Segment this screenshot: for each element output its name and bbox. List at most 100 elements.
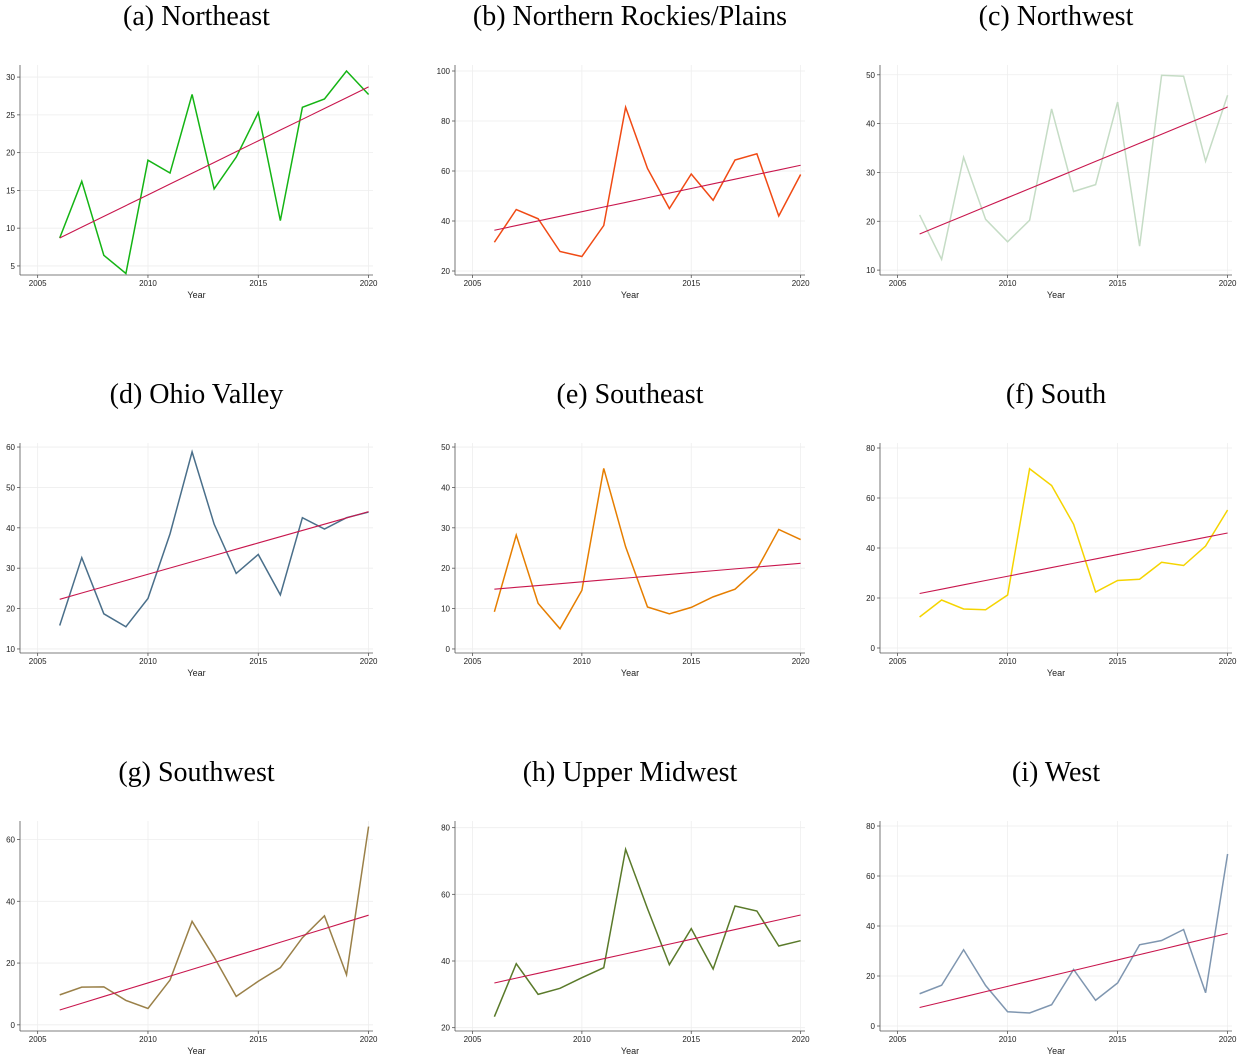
y-tick-label: 15 — [6, 186, 15, 195]
x-axis-label: Year — [1047, 290, 1065, 300]
x-tick-label: 2020 — [360, 657, 378, 666]
x-tick-label: 2015 — [1109, 279, 1127, 288]
y-tick-label: 80 — [441, 117, 450, 126]
x-tick-label: 2010 — [139, 279, 157, 288]
trend-line — [59, 511, 369, 600]
x-tick-label: 2015 — [1109, 1035, 1127, 1044]
trend-line — [919, 532, 1228, 595]
x-axis-label: Year — [621, 1046, 639, 1056]
x-tick-label: 2020 — [360, 1035, 378, 1044]
y-tick-label: 50 — [441, 443, 450, 452]
x-axis-label: Year — [187, 668, 205, 678]
y-tick-label: 10 — [441, 605, 450, 614]
y-tick-label: 60 — [441, 890, 450, 899]
y-tick-label: 30 — [6, 73, 15, 82]
data-line — [493, 846, 801, 1017]
y-tick-label: 0 — [11, 1021, 16, 1030]
y-tick-label: 10 — [866, 266, 875, 275]
data-line — [59, 69, 370, 275]
data-line — [919, 853, 1229, 1014]
x-axis-label: Year — [1047, 1046, 1065, 1056]
y-tick-label: 20 — [6, 149, 15, 158]
chart-title: (i) West — [1012, 757, 1100, 788]
y-tick-label: 80 — [866, 444, 875, 453]
data-line — [58, 449, 369, 628]
y-tick-label: 20 — [441, 1024, 450, 1033]
y-tick-label: 40 — [6, 897, 15, 906]
y-tick-label: 40 — [6, 524, 15, 533]
x-tick-label: 2015 — [682, 279, 700, 288]
trend-line — [494, 914, 801, 984]
x-tick-label: 2020 — [1219, 657, 1237, 666]
x-tick-label: 2010 — [573, 1035, 591, 1044]
y-tick-label: 25 — [6, 111, 15, 120]
x-tick-label: 2005 — [29, 657, 47, 666]
y-tick-label: 40 — [866, 544, 875, 553]
data-line — [493, 104, 802, 258]
x-tick-label: 2005 — [464, 1035, 482, 1044]
y-tick-label: 60 — [6, 443, 15, 452]
y-tick-label: 40 — [441, 483, 450, 492]
y-tick-label: 0 — [871, 1022, 876, 1031]
data-line — [59, 826, 370, 1010]
x-tick-label: 2010 — [573, 279, 591, 288]
y-tick-label: 40 — [441, 957, 450, 966]
x-tick-label: 2010 — [999, 657, 1017, 666]
y-tick-label: 20 — [866, 217, 875, 226]
x-axis-label: Year — [187, 1046, 205, 1056]
x-tick-label: 2015 — [682, 1035, 700, 1044]
x-tick-label: 2015 — [249, 1035, 267, 1044]
trend-line — [494, 164, 801, 231]
trend-line — [919, 932, 1228, 1009]
x-tick-label: 2005 — [889, 657, 907, 666]
x-tick-label: 2010 — [999, 1035, 1017, 1044]
data-line — [919, 467, 1229, 618]
x-tick-label: 2005 — [464, 657, 482, 666]
y-tick-label: 100 — [437, 67, 451, 76]
y-tick-label: 30 — [441, 524, 450, 533]
x-axis-label: Year — [621, 668, 639, 678]
trend-line — [494, 562, 801, 590]
y-tick-label: 60 — [866, 872, 875, 881]
x-tick-label: 2015 — [249, 279, 267, 288]
chart-title: (e) Southeast — [557, 379, 704, 410]
y-tick-label: 30 — [6, 564, 15, 573]
x-tick-label: 2020 — [360, 279, 378, 288]
chart-title: (h) Upper Midwest — [523, 757, 738, 788]
chart-title: (c) Northwest — [979, 1, 1134, 32]
y-tick-label: 20 — [6, 959, 15, 968]
y-tick-label: 40 — [441, 217, 450, 226]
x-tick-label: 2005 — [889, 1035, 907, 1044]
x-tick-label: 2005 — [889, 279, 907, 288]
y-tick-label: 20 — [441, 267, 450, 276]
x-tick-label: 2020 — [792, 657, 810, 666]
y-tick-label: 40 — [866, 120, 875, 129]
x-tick-label: 2010 — [139, 657, 157, 666]
chart-title: (d) Ohio Valley — [110, 379, 284, 410]
x-tick-label: 2005 — [464, 279, 482, 288]
y-tick-label: 20 — [866, 972, 875, 981]
y-tick-label: 20 — [441, 564, 450, 573]
x-tick-label: 2020 — [1219, 1035, 1237, 1044]
trend-line — [919, 106, 1228, 235]
x-tick-label: 2010 — [139, 1035, 157, 1044]
x-axis-label: Year — [1047, 668, 1065, 678]
chart-title: (a) Northeast — [123, 1, 270, 32]
x-tick-label: 2010 — [999, 279, 1017, 288]
x-tick-label: 2005 — [29, 1035, 47, 1044]
y-tick-label: 20 — [866, 594, 875, 603]
data-line — [918, 74, 1229, 262]
y-tick-label: 80 — [866, 822, 875, 831]
y-tick-label: 10 — [6, 645, 15, 654]
data-line — [493, 468, 801, 631]
y-tick-label: 10 — [6, 224, 15, 233]
trend-line — [59, 914, 369, 1011]
x-tick-label: 2015 — [249, 657, 267, 666]
y-tick-label: 20 — [6, 605, 15, 614]
y-tick-label: 50 — [866, 71, 875, 80]
x-tick-label: 2020 — [792, 279, 810, 288]
chart-title: (g) Southwest — [118, 757, 275, 788]
y-tick-label: 30 — [866, 168, 875, 177]
y-tick-label: 60 — [6, 836, 15, 845]
